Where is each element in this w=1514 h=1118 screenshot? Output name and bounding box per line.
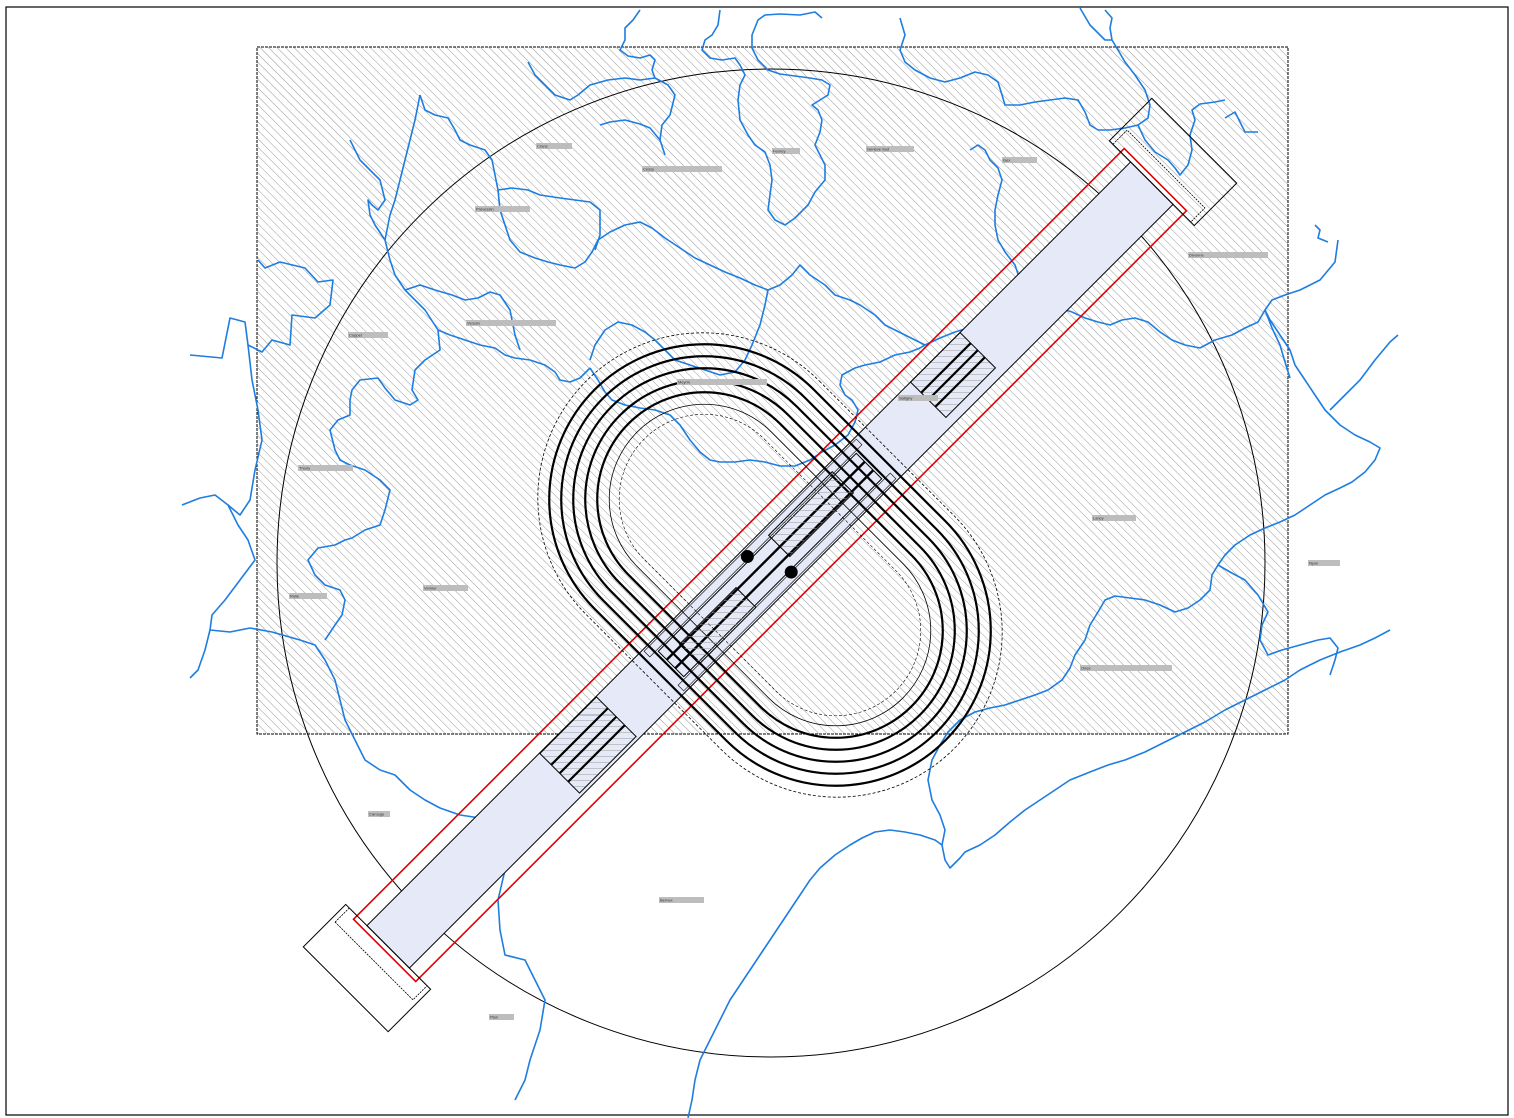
label-box bbox=[1188, 252, 1268, 258]
place-label-plan: Plan bbox=[489, 1014, 514, 1020]
label-text: Gex bbox=[1003, 158, 1010, 163]
label-box bbox=[866, 146, 914, 152]
label-box bbox=[659, 897, 704, 903]
label-box bbox=[772, 148, 800, 154]
label-text: Plan bbox=[490, 1015, 498, 1020]
place-label-vernier: Vernier bbox=[423, 585, 468, 591]
place-labels: Crans Cessy Prévessin Ferney Genève Sud Gex Di… bbox=[289, 143, 1340, 1020]
place-label-thoiry: Thoiry bbox=[298, 465, 353, 471]
label-text: Divonne bbox=[1189, 253, 1204, 258]
study-area-hatched bbox=[256, 46, 1289, 735]
label-text: Lancy bbox=[1093, 516, 1104, 521]
label-box bbox=[642, 166, 722, 172]
place-label-ferney: Ferney bbox=[772, 148, 800, 154]
label-text: Carouge bbox=[369, 812, 385, 817]
label-text: Versoix bbox=[467, 321, 480, 326]
central-facility bbox=[643, 438, 897, 692]
label-box bbox=[898, 395, 938, 401]
label-text: Coppet bbox=[349, 333, 363, 338]
label-text: Onex bbox=[1081, 666, 1091, 671]
place-label-bernex: Bernex bbox=[659, 897, 704, 903]
label-text: Meyrin bbox=[678, 380, 690, 385]
label-text: Bernex bbox=[660, 898, 673, 903]
drawing-frame bbox=[5, 6, 1509, 1116]
place-label-crans: Crans bbox=[536, 143, 572, 149]
label-text: Cessy bbox=[643, 167, 654, 172]
place-label-nyon: Nyon bbox=[1308, 560, 1340, 566]
place-label-meyrin: Meyrin bbox=[677, 379, 767, 385]
label-text: Ferney bbox=[773, 149, 785, 154]
label-text: Rolle bbox=[290, 594, 300, 599]
label-text: Satigny bbox=[899, 396, 912, 401]
place-label-genevesud: Genève Sud bbox=[866, 146, 914, 152]
label-text: Genève Sud bbox=[867, 147, 889, 152]
label-box bbox=[348, 332, 388, 338]
place-label-lancy: Lancy bbox=[1092, 515, 1136, 521]
label-box bbox=[368, 811, 390, 817]
place-label-prevessin: Prévessin bbox=[475, 206, 530, 212]
label-text: Crans bbox=[537, 144, 548, 149]
place-label-satigny: Satigny bbox=[898, 395, 938, 401]
label-box bbox=[466, 320, 556, 326]
label-box bbox=[289, 593, 327, 599]
place-label-carouge: Carouge bbox=[368, 811, 390, 817]
radius-boundary-circle bbox=[276, 68, 1266, 1058]
place-label-coppet: Coppet bbox=[348, 332, 388, 338]
label-box bbox=[1080, 665, 1172, 671]
place-label-versoix: Versoix bbox=[466, 320, 556, 326]
place-label-gex: Gex bbox=[1002, 157, 1037, 163]
label-text: Thoiry bbox=[299, 466, 310, 471]
label-text: Prévessin bbox=[476, 207, 494, 212]
label-box bbox=[489, 1014, 514, 1020]
label-box bbox=[1308, 560, 1340, 566]
label-box bbox=[423, 585, 468, 591]
place-label-divonne: Divonne bbox=[1188, 252, 1268, 258]
label-box bbox=[1092, 515, 1136, 521]
place-label-rolle: Rolle bbox=[289, 593, 327, 599]
label-box bbox=[298, 465, 353, 471]
label-box bbox=[677, 379, 767, 385]
label-text: Vernier bbox=[424, 586, 437, 591]
place-label-onex: Onex bbox=[1080, 665, 1172, 671]
river-network bbox=[181, 7, 1399, 1118]
label-text: Nyon bbox=[1309, 561, 1318, 566]
label-box bbox=[536, 143, 572, 149]
label-box bbox=[1002, 157, 1037, 163]
label-box bbox=[475, 206, 530, 212]
place-label-cessy: Cessy bbox=[642, 166, 722, 172]
